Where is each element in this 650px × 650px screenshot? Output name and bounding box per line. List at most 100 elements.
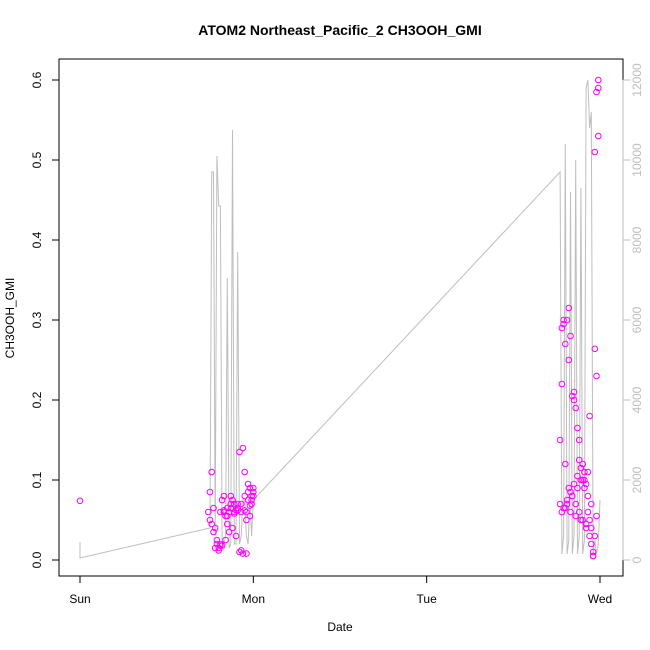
data-point	[227, 492, 235, 500]
data-point	[206, 488, 214, 496]
data-point	[593, 88, 600, 96]
data-point	[563, 316, 571, 324]
data-point	[220, 492, 228, 500]
data-point	[569, 492, 576, 500]
y2-tick-label: 2000	[630, 466, 644, 493]
data-point	[563, 496, 571, 504]
y2-tick-label: 6000	[630, 306, 644, 333]
data-point	[229, 496, 236, 504]
data-point	[217, 508, 224, 516]
data-point	[248, 496, 255, 504]
data-point	[222, 536, 229, 544]
y-tick-label: 0.6	[30, 71, 44, 88]
y-tick-label: 0.4	[30, 231, 44, 248]
data-point	[581, 468, 588, 476]
data-point	[577, 464, 585, 472]
data-point	[579, 516, 587, 524]
data-point	[570, 388, 578, 396]
y-tick-label: 0.1	[30, 471, 44, 488]
data-point	[574, 472, 581, 480]
data-point	[232, 532, 240, 540]
data-point	[563, 500, 571, 508]
data-point	[234, 507, 241, 514]
data-point	[234, 500, 241, 508]
primary-series-points	[76, 76, 602, 560]
data-point	[582, 480, 590, 488]
data-point	[581, 484, 588, 492]
data-point	[595, 76, 602, 84]
data-point	[572, 500, 580, 508]
data-point	[206, 516, 214, 524]
y-axis-left: 0.0 0.1 0.2 0.3 0.4 0.5 0.6	[30, 71, 60, 568]
data-point	[565, 356, 573, 364]
data-point	[213, 536, 221, 544]
data-point	[579, 460, 587, 468]
y-tick-label: 0.5	[30, 151, 44, 168]
x-tick-label: Tue	[417, 592, 438, 606]
data-point	[236, 448, 243, 456]
data-point	[577, 516, 585, 524]
secondary-series-line	[79, 79, 601, 559]
data-point	[575, 456, 583, 464]
data-point	[558, 508, 566, 516]
data-point	[591, 148, 599, 156]
data-point	[588, 524, 595, 532]
data-point	[208, 468, 215, 476]
data-point	[237, 500, 245, 508]
data-point	[589, 552, 597, 560]
x-axis: Sun Mon Tue Wed	[69, 575, 612, 606]
data-point	[567, 488, 574, 496]
data-point	[579, 476, 587, 484]
data-point	[205, 508, 212, 516]
data-point	[593, 372, 600, 380]
data-point	[556, 436, 564, 444]
data-point	[237, 547, 245, 554]
data-point	[593, 512, 600, 520]
data-point	[231, 500, 238, 508]
plot-frame	[58, 58, 624, 577]
data-point	[586, 516, 593, 524]
data-point	[595, 84, 602, 92]
data-point	[217, 542, 224, 549]
data-point	[244, 480, 252, 488]
data-point	[562, 504, 569, 512]
data-point	[241, 468, 248, 476]
data-point	[575, 436, 583, 444]
x-axis-label: Date	[327, 620, 353, 634]
data-point	[244, 488, 252, 496]
data-point	[570, 396, 578, 404]
data-point	[241, 507, 248, 514]
data-point	[210, 528, 217, 536]
data-point	[250, 492, 257, 500]
data-point	[569, 392, 576, 400]
data-point	[224, 512, 231, 520]
data-point	[586, 532, 593, 540]
data-point	[588, 500, 595, 508]
data-point	[565, 304, 573, 312]
y-tick-label: 0.2	[30, 391, 44, 408]
data-point	[565, 484, 573, 492]
data-point	[218, 496, 226, 504]
data-point	[558, 324, 566, 332]
chart-title: ATOM2 Northeast_Pacific_2 CH3OOH_GMI	[198, 22, 481, 38]
data-point	[588, 540, 595, 548]
data-point	[556, 500, 564, 508]
data-point	[243, 550, 250, 557]
data-point	[227, 504, 235, 512]
data-point	[248, 500, 255, 508]
data-point	[558, 380, 566, 388]
data-point	[250, 484, 257, 492]
data-point	[560, 316, 567, 324]
data-point	[234, 504, 241, 512]
data-point	[574, 424, 581, 432]
y2-tick-label: 8000	[630, 226, 644, 253]
data-point	[595, 132, 602, 140]
data-point	[208, 520, 215, 528]
data-point	[239, 444, 247, 452]
data-point	[229, 524, 236, 532]
y2-tick-label: 4000	[630, 386, 644, 413]
data-point	[574, 484, 581, 492]
data-point	[572, 404, 580, 412]
data-point	[560, 320, 567, 328]
data-point	[567, 508, 574, 516]
